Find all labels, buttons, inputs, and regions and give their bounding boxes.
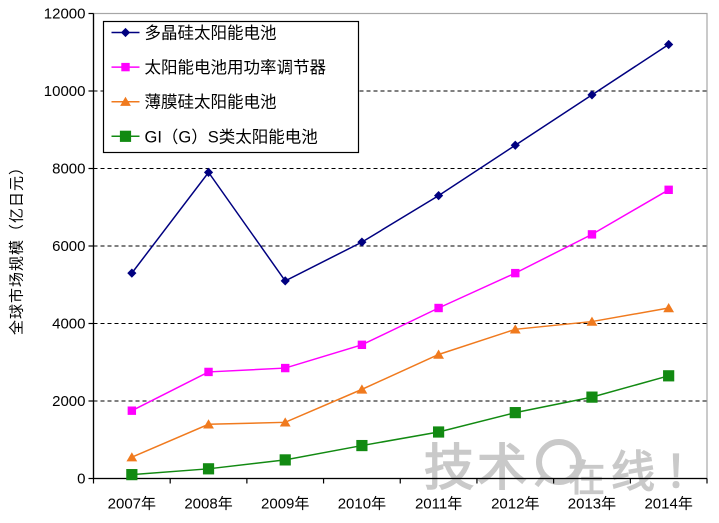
x-tick-label: 2013年: [568, 496, 616, 513]
series-2-marker: [203, 419, 214, 429]
series-1-marker: [664, 185, 673, 195]
series-0-marker: [203, 167, 214, 177]
watermark-text-prefix: 技术: [424, 440, 530, 496]
series-line-0: [131, 43, 670, 282]
x-tick-label: 2012年: [491, 496, 539, 513]
y-tick-label: 6000: [52, 238, 85, 255]
x-tick-label: 2007年: [108, 496, 156, 513]
series-2-marker: [433, 349, 444, 359]
series-1-marker: [204, 367, 213, 377]
y-tick-label: 10000: [44, 83, 86, 100]
series-3-marker: [509, 407, 521, 419]
legend-marker-diamond: [120, 27, 131, 38]
series-line-1: [131, 189, 670, 412]
y-tick-label: 12000: [44, 6, 86, 23]
y-tick-label: 4000: [52, 316, 85, 333]
series-1-marker: [357, 340, 367, 350]
series-0-marker: [280, 276, 290, 286]
series-3-marker: [432, 426, 445, 438]
series-2-marker: [279, 417, 291, 427]
series-0-marker: [127, 268, 137, 278]
series-3-marker: [126, 469, 138, 481]
x-tick-label: 2009年: [261, 496, 309, 513]
series-2-marker: [356, 384, 368, 394]
series-1-marker: [127, 406, 137, 415]
x-tick-label: 2014年: [644, 496, 692, 513]
series-0-marker: [433, 191, 444, 201]
series-3-marker: [279, 454, 291, 466]
y-tick-label: 2000: [52, 393, 85, 410]
legend-marker-triangle: [120, 96, 131, 106]
x-tick-label: 2010年: [338, 496, 386, 513]
series-1-marker: [587, 230, 597, 239]
series-3-marker: [663, 370, 675, 382]
legend-item-label: 薄膜硅太阳能电池: [145, 93, 277, 112]
x-tick-label: 2008年: [184, 496, 232, 513]
series-0-marker: [664, 39, 674, 50]
legend-box: [102, 20, 360, 154]
legend-item-label: 多晶硅太阳能电池: [145, 24, 277, 43]
x-tick-label: 2011年: [415, 496, 462, 513]
y-axis-title: 全球市场规模（亿日元）: [8, 158, 26, 336]
series-0-marker: [357, 237, 367, 247]
watermark: 技术在线！: [424, 428, 709, 500]
series-line-2: [131, 307, 669, 458]
series-3-marker: [202, 463, 215, 475]
legend-item-label: GI（G）S类太阳能电池: [145, 127, 318, 146]
legend-marker-square-large: [119, 130, 132, 142]
series-2-marker: [509, 324, 521, 334]
watermark-text-xian: 线: [611, 448, 655, 497]
series-3-marker: [356, 439, 368, 452]
series-2-marker: [663, 303, 675, 313]
y-tick-label: 8000: [52, 161, 85, 178]
series-3-marker: [586, 391, 598, 403]
series-1-marker: [434, 303, 443, 313]
watermark-ring-icon: [536, 439, 582, 485]
series-1-marker: [281, 363, 290, 373]
watermark-exclamation: ！: [665, 448, 709, 497]
series-2-marker: [126, 452, 138, 462]
legend-marker-square: [121, 62, 130, 72]
series-line-3: [131, 375, 669, 476]
legend-item-label: 太阳能电池用功率调节器: [145, 58, 327, 77]
series-1-marker: [511, 268, 520, 278]
series-0-marker: [587, 90, 597, 100]
series-0-marker: [510, 140, 520, 150]
series-2-marker: [586, 316, 598, 326]
y-tick-label: 0: [77, 471, 85, 488]
